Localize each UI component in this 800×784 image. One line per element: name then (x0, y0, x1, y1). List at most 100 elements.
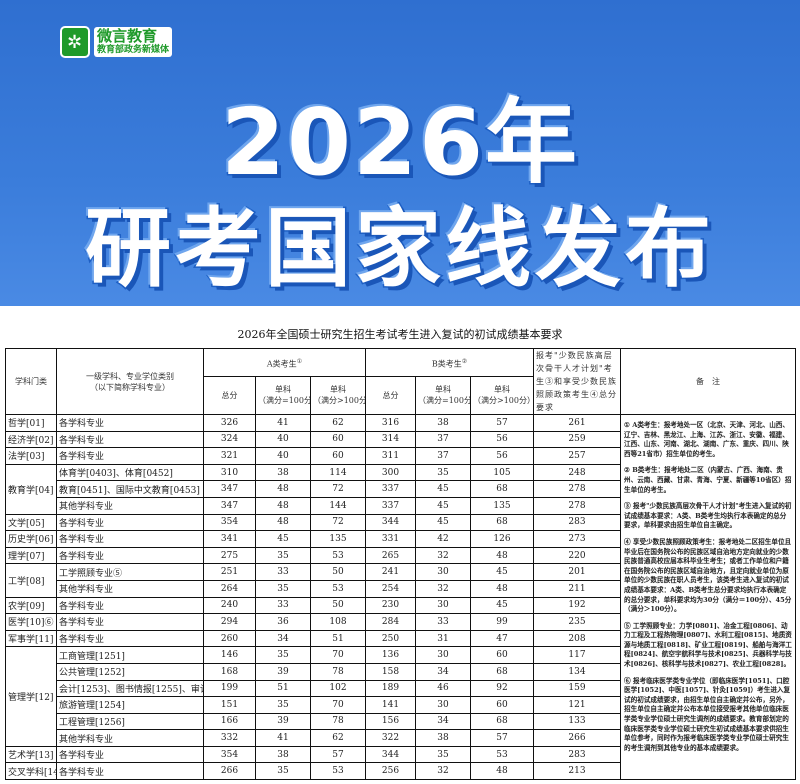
a-single-gt100-cell: 70 (310, 646, 366, 664)
b-single-gt100-cell: 53 (469, 745, 535, 764)
b-total-cell: 230 (365, 596, 416, 615)
subject-cell: 其他学科专业 (56, 579, 204, 598)
a-single-100-cell: 40 (255, 430, 311, 449)
b-single-gt100-cell: 48 (469, 579, 535, 598)
a-total-cell: 151 (203, 696, 256, 714)
a-single-100-cell: 38 (255, 463, 311, 482)
score-table: 学科门类 一级学科、专业学位类别 （以下简称学科专业） A类考生① B类考生② 报… (5, 348, 797, 781)
a-total-cell: 321 (203, 447, 256, 465)
logo-icon: ✲ (60, 26, 90, 58)
a-single-100-cell: 35 (255, 696, 311, 714)
b-total-cell: 141 (365, 696, 416, 714)
category-cell: 军事学[11] (5, 629, 57, 648)
minority-total-cell: 201 (533, 563, 622, 581)
b-single-gt100-cell: 48 (469, 546, 535, 565)
a-single-100-cell: 48 (255, 513, 311, 532)
a-single-gt100-cell: 78 (310, 662, 366, 681)
category-cell: 法学[03] (5, 447, 57, 465)
a-single-gt100-cell: 53 (310, 579, 366, 598)
a-single-100-cell: 40 (255, 447, 311, 465)
a-single-gt100-cell: 70 (310, 696, 366, 714)
note-item: ① A类考生：报考地处一区（北京、天津、河北、山西、辽宁、吉林、黑龙江、上海、江… (624, 421, 789, 458)
a-single-100-cell: 35 (255, 579, 311, 598)
b-total-cell: 254 (365, 579, 416, 598)
table-row: 会计[1253]、图书情报[1255]、审计[1257]199511021894… (6, 679, 796, 698)
logo: ✲ 微言教育 教育部政务新媒体 (60, 26, 173, 58)
b-total-cell: 136 (365, 646, 416, 664)
a-single-gt100-cell: 78 (310, 712, 366, 731)
a-total-cell: 266 (203, 762, 256, 781)
b-single-100-cell: 35 (415, 745, 471, 764)
b-single-100-cell: 34 (415, 712, 471, 731)
table-row: 教育学[04] 体育学[0403]、体育[0452] 310 38 114 300 35 10… (5, 463, 796, 515)
a-total-cell: 251 (203, 563, 256, 581)
table-row: 理学[07] 各学科专业 275 35 53 265 32 48 220 (5, 546, 796, 565)
subject-cell: 工程管理[1256] (56, 712, 204, 731)
a-total-cell: 354 (203, 513, 256, 532)
banner: ✲ 微言教育 教育部政务新媒体 2026年 研考国家线发布 (0, 0, 800, 306)
a-single-gt100-cell: 62 (310, 729, 366, 747)
header-b-total: 总分 (365, 375, 416, 416)
b-total-cell: 156 (365, 712, 416, 731)
b-total-cell: 316 (365, 414, 416, 432)
b-single-gt100-cell: 60 (469, 646, 535, 664)
subject-cell: 各学科专业 (56, 414, 204, 432)
a-total-cell: 168 (203, 662, 256, 681)
b-single-100-cell: 37 (415, 447, 471, 465)
subject-cell: 会计[1253]、图书情报[1255]、审计[1257] (56, 679, 204, 698)
b-single-gt100-cell: 105 (469, 463, 535, 482)
banner-headline: 研考国家线发布 (84, 198, 715, 301)
a-single-100-cell: 34 (255, 629, 311, 648)
b-single-gt100-cell: 45 (469, 596, 535, 615)
minority-total-cell: 283 (533, 513, 622, 532)
b-single-100-cell: 38 (415, 729, 471, 747)
subject-cell: 各学科专业 (56, 762, 204, 781)
a-total-cell: 275 (203, 546, 256, 565)
document-title: 2026年全国硕士研究生招生考试考生进入复试的初试成绩基本要求 (237, 328, 563, 341)
a-single-100-cell: 51 (255, 679, 311, 698)
a-total-cell: 260 (203, 629, 256, 648)
b-single-100-cell: 32 (415, 762, 471, 781)
b-single-gt100-cell: 57 (469, 414, 535, 432)
a-total-cell: 240 (203, 596, 256, 615)
b-single-100-cell: 30 (415, 696, 471, 714)
b-single-100-cell: 31 (415, 629, 471, 648)
a-single-100-cell: 33 (255, 596, 311, 615)
a-total-cell: 324 (203, 430, 256, 449)
b-single-gt100-cell: 68 (469, 480, 535, 498)
b-total-cell: 265 (365, 546, 416, 565)
table-row: 哲学[01] 各学科专业 326 41 62 316 38 57 261 ① A类考生：报考地处一… (5, 413, 797, 781)
table-row: 其他学科专业 347 48 144 337 45 135 278 (6, 496, 796, 515)
b-single-gt100-cell: 47 (469, 629, 535, 648)
minority-total-cell: 259 (533, 430, 622, 449)
b-single-gt100-cell: 48 (469, 762, 535, 781)
b-single-100-cell: 33 (415, 613, 471, 631)
minority-total-cell: 257 (533, 447, 622, 465)
a-total-cell: 326 (203, 414, 256, 432)
b-total-cell: 311 (365, 447, 416, 465)
minority-total-cell: 283 (533, 745, 622, 764)
header-category: 学科门类 (5, 348, 57, 415)
category-cell: 医学[10]⑥ (5, 613, 57, 631)
b-total-cell: 322 (365, 729, 416, 747)
b-total-cell: 189 (365, 679, 416, 698)
subject-cell: 各学科专业 (56, 546, 204, 565)
header-b-group: B类考生② (364, 348, 535, 377)
a-single-100-cell: 39 (255, 712, 311, 731)
a-single-100-cell: 41 (255, 414, 311, 432)
header-notes: 备 注 (620, 348, 797, 415)
subject-cell: 公共管理[1252] (56, 662, 204, 681)
a-single-gt100-cell: 53 (310, 762, 366, 781)
b-single-100-cell: 30 (415, 563, 471, 581)
b-single-100-cell: 34 (415, 662, 471, 681)
a-single-100-cell: 33 (255, 563, 311, 581)
note-item: ⑥ 报考临床医学类专业学位（即临床医学[1051]、口腔医学[1052]、中医[… (624, 676, 791, 752)
table-row: 旅游管理[1254] 151 35 70 141 30 60 121 (6, 696, 796, 714)
a-single-gt100-cell: 51 (310, 629, 366, 648)
a-single-gt100-cell: 135 (310, 530, 366, 548)
table-row: 农学[09] 各学科专业 240 33 50 230 30 45 192 (5, 596, 796, 615)
logo-subtitle: 教育部政务新媒体 (97, 45, 170, 55)
minority-total-cell: 278 (533, 496, 622, 515)
b-total-cell: 158 (365, 662, 416, 681)
header-a-single-100: 单科（满分=100分） (255, 375, 311, 416)
